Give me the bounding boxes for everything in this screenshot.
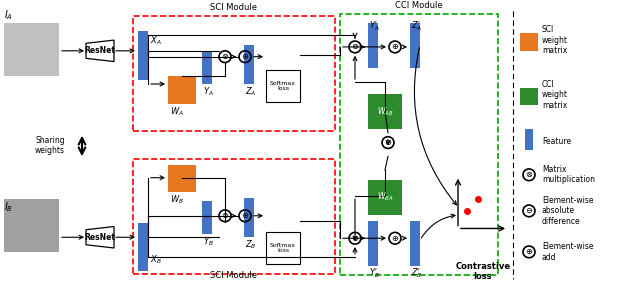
Bar: [138, 31, 148, 80]
Text: $\oplus$: $\oplus$: [391, 234, 399, 243]
Text: CCI Module: CCI Module: [395, 1, 443, 10]
Text: $\ominus$: $\ominus$: [525, 206, 533, 215]
Text: $Z_B$: $Z_B$: [245, 239, 257, 251]
Bar: [202, 51, 212, 84]
Text: SCI Module: SCI Module: [211, 271, 257, 280]
Bar: [410, 23, 420, 68]
Bar: [525, 129, 533, 150]
Text: $\oplus$: $\oplus$: [391, 42, 399, 51]
Text: Matrix
multiplication: Matrix multiplication: [542, 165, 595, 184]
Text: ResNet: ResNet: [84, 46, 115, 55]
Text: Softmax
loss: Softmax loss: [270, 81, 296, 91]
Text: $\oplus$: $\oplus$: [241, 52, 249, 61]
Bar: [266, 232, 300, 264]
Bar: [520, 88, 538, 106]
Text: $\oplus$: $\oplus$: [241, 211, 249, 220]
Bar: [4, 199, 59, 252]
Bar: [368, 94, 402, 129]
Bar: [202, 201, 212, 234]
Text: Element-wise
absolute
difference: Element-wise absolute difference: [542, 196, 593, 226]
Text: $Z_A$: $Z_A$: [245, 86, 257, 98]
Text: Sharing
weights: Sharing weights: [35, 136, 65, 155]
Text: $\ominus$: $\ominus$: [384, 138, 392, 147]
Text: $I_A$: $I_A$: [4, 9, 13, 22]
Text: $Y_B'$: $Y_B'$: [369, 267, 380, 280]
Text: $Z_A'$: $Z_A'$: [411, 19, 422, 33]
Text: Contrastive
loss: Contrastive loss: [456, 262, 511, 281]
Bar: [410, 221, 420, 266]
Text: Element-wise
add: Element-wise add: [542, 242, 593, 262]
Text: $Z_B'$: $Z_B'$: [411, 267, 422, 280]
Text: Softmax
loss: Softmax loss: [270, 243, 296, 253]
Bar: [138, 223, 148, 271]
Text: $X_A$: $X_A$: [150, 35, 162, 47]
Text: $I_B$: $I_B$: [4, 200, 13, 214]
Text: $W_{BA}$: $W_{BA}$: [377, 191, 393, 203]
Text: $Y_B$: $Y_B$: [203, 236, 214, 248]
Bar: [368, 180, 402, 215]
Bar: [133, 159, 335, 274]
Bar: [244, 198, 254, 237]
Bar: [520, 33, 538, 51]
Text: ResNet: ResNet: [84, 233, 115, 242]
Text: $\otimes$: $\otimes$: [525, 170, 533, 179]
Text: $\otimes$: $\otimes$: [351, 234, 359, 243]
Text: $\otimes$: $\otimes$: [351, 42, 359, 51]
Text: $Y_A$: $Y_A$: [203, 86, 214, 98]
Text: Feature: Feature: [542, 137, 571, 146]
Bar: [368, 221, 378, 266]
Text: $W_{AB}$: $W_{AB}$: [377, 105, 393, 118]
Text: CCI
weight
matrix: CCI weight matrix: [542, 80, 568, 110]
Text: $W_A$: $W_A$: [170, 105, 184, 118]
Text: SCI
weight
matrix: SCI weight matrix: [542, 25, 568, 55]
Bar: [340, 14, 498, 275]
Text: $\otimes$: $\otimes$: [221, 211, 229, 220]
Bar: [266, 70, 300, 102]
Text: $\oplus$: $\oplus$: [525, 247, 533, 256]
Text: $X_B$: $X_B$: [150, 253, 162, 266]
Text: SCI Module: SCI Module: [211, 3, 257, 12]
Bar: [4, 23, 59, 76]
Bar: [368, 23, 378, 68]
Text: $Y_A'$: $Y_A'$: [369, 19, 380, 33]
Bar: [168, 76, 196, 104]
Text: $\otimes$: $\otimes$: [221, 52, 229, 61]
Bar: [168, 165, 196, 192]
Text: $W_B$: $W_B$: [170, 194, 184, 206]
Bar: [133, 16, 335, 131]
Bar: [244, 45, 254, 84]
